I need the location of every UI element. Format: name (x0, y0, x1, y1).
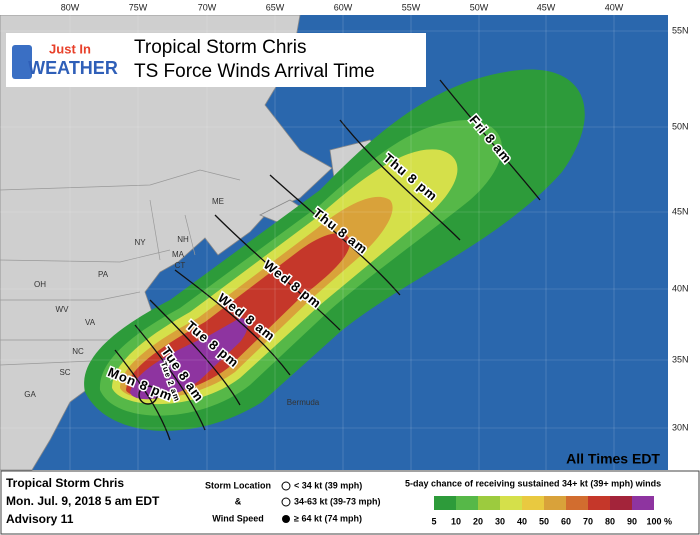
scale-value: 30 (495, 516, 505, 526)
arrival-line (439, 79, 541, 201)
arrival-line (134, 324, 206, 431)
advisory: Advisory 11 (6, 512, 74, 526)
legend-title: & (235, 496, 242, 506)
latitude-label: 35N (672, 354, 689, 364)
longitude-label: 65W (266, 2, 285, 12)
swath-layer (130, 318, 248, 400)
place-label: CT (175, 261, 186, 270)
place-label: OH (34, 280, 46, 289)
storm-name: Tropical Storm Chris (6, 476, 124, 490)
wind-class: ≥ 64 kt (74 mph) (294, 513, 362, 523)
issued: Mon. Jul. 9, 2018 5 am EDT (6, 494, 160, 508)
longitude-label: 80W (61, 2, 80, 12)
latitude-label: 50N (672, 121, 689, 131)
symbol (281, 497, 291, 507)
scale-swatch (500, 496, 522, 510)
place-label: WV (56, 305, 70, 314)
title-box: Just In WEATHER Tropical Storm Chris TS … (6, 33, 426, 87)
axis-strip (668, 0, 700, 470)
wind-class: 34-63 kt (39-73 mph) (294, 496, 381, 506)
symbol (282, 515, 290, 523)
legend-title: Wind Speed (212, 513, 263, 523)
logo-top: Just In (49, 41, 91, 56)
longitude-label: 60W (334, 2, 353, 12)
arrival-line (114, 349, 171, 441)
scale-swatch (566, 496, 588, 510)
border (149, 199, 196, 261)
scale-value: 50 (539, 516, 549, 526)
scale-value: 10 (451, 516, 461, 526)
scale-swatch (434, 496, 456, 510)
longitude-label: 55W (402, 2, 421, 12)
scale-swatch (610, 496, 632, 510)
longitude-label: 50W (470, 2, 489, 12)
longitude-label: 45W (537, 2, 556, 12)
logo-icon (12, 45, 32, 79)
latitude-label: 40N (672, 283, 689, 293)
place-label: MA (172, 250, 185, 259)
logo-bottom: WEATHER (28, 58, 118, 78)
title: Tropical Storm Chris (134, 37, 306, 58)
arrival-line (174, 269, 291, 376)
scale-swatch (456, 496, 478, 510)
scale-swatch (478, 496, 500, 510)
arrival-line (149, 299, 241, 406)
storm-location (138, 385, 158, 405)
latitude-label: 45N (672, 206, 689, 216)
border (0, 249, 171, 263)
place-label: ME (212, 197, 224, 206)
longitude-label: 75W (129, 2, 148, 12)
scale-value: 70 (583, 516, 593, 526)
place-label: GA (24, 390, 36, 399)
scale-swatch (522, 496, 544, 510)
scale-value: 100 (646, 516, 661, 526)
latitude-label: 30N (672, 422, 689, 432)
longitude-label: 70W (198, 2, 217, 12)
scale-value: 5 (431, 516, 436, 526)
place-label: VA (85, 318, 96, 327)
borders (0, 169, 241, 366)
scale-unit: % (664, 516, 672, 526)
title-panel (6, 33, 426, 87)
arrival-line (214, 214, 341, 331)
place-label: PA (98, 270, 109, 279)
wind-class: < 34 kt (39 mph) (294, 480, 362, 490)
scale-value: 40 (517, 516, 527, 526)
scale-value: 80 (605, 516, 615, 526)
scale-value: 20 (473, 516, 483, 526)
latitude-label: 55N (672, 25, 689, 35)
legend-title: Storm Location (205, 480, 271, 490)
scale-swatch (544, 496, 566, 510)
place-label: NH (177, 235, 189, 244)
place-label: SC (59, 368, 70, 377)
arrival-lines (114, 79, 541, 441)
note: All Times EDT (566, 451, 660, 467)
border (0, 291, 141, 301)
symbol (281, 481, 291, 491)
land (0, 14, 333, 471)
scale-swatch (632, 496, 654, 510)
scale-value: 60 (561, 516, 571, 526)
border (0, 169, 241, 191)
subtitle: TS Force Winds Arrival Time (134, 61, 375, 82)
arrival-line (269, 174, 401, 296)
scale-swatch (588, 496, 610, 510)
graticule (0, 15, 668, 470)
longitude-label: 40W (605, 2, 624, 12)
axis-strip (0, 0, 700, 15)
wind-swath (84, 69, 585, 431)
scale-title: 5-day chance of receiving sustained 34+ … (405, 478, 661, 488)
place-label: Bermuda (287, 398, 320, 407)
place-label: NY (134, 238, 146, 247)
place-label: NC (72, 347, 84, 356)
scale-value: 90 (627, 516, 637, 526)
arrival-line (339, 119, 461, 241)
